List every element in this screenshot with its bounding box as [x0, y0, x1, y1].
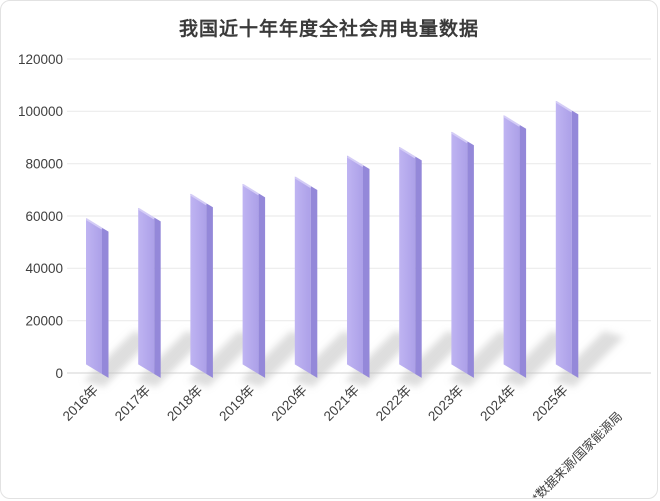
- y-tick-label-80000: 80000: [25, 156, 63, 171]
- bar-2017年: [138, 207, 161, 378]
- bar-front-face: [294, 176, 311, 374]
- bar-side-face: [310, 186, 318, 378]
- bar-2020年: [294, 176, 318, 378]
- x-tick-label-2025年: 2025年: [530, 383, 571, 424]
- bar-top-bevel: [138, 208, 155, 220]
- x-tick-label-2018年: 2018年: [164, 383, 205, 424]
- bar-side-face: [467, 141, 474, 378]
- bar-front-face: [451, 131, 468, 374]
- bar-front-face: [190, 193, 207, 374]
- bar-2021年: [346, 155, 370, 378]
- y-tick-label-100000: 100000: [18, 104, 63, 119]
- bar-2018年: [190, 193, 213, 378]
- bar-top-bevel: [294, 176, 312, 188]
- bar-front-face: [555, 100, 572, 374]
- bar-front-face: [242, 183, 259, 374]
- y-tick-label-120000: 120000: [18, 52, 63, 67]
- bar-top-bevel: [85, 218, 103, 230]
- bar-2023年: [451, 131, 474, 378]
- bar-side-face: [363, 165, 370, 378]
- bar-side-face: [571, 110, 579, 378]
- bar-front-face: [503, 115, 520, 374]
- bar-front-face: [138, 207, 155, 374]
- y-tick-label-0: 0: [55, 366, 63, 381]
- source-note: *数据来源/国家能源局: [529, 409, 625, 499]
- bar-2025年: [555, 100, 579, 378]
- bar-2016年: [85, 218, 109, 378]
- chart-title: 我国近十年年度全社会用电量数据: [178, 19, 479, 40]
- bar-2022年: [399, 146, 422, 378]
- bar-top-bevel: [190, 193, 207, 206]
- x-tick-label-2019年: 2019年: [216, 383, 257, 424]
- bar-side-face: [102, 227, 109, 378]
- bar-side-face: [415, 156, 422, 378]
- bar-front-face: [347, 155, 363, 374]
- bar-side-face: [206, 203, 213, 378]
- bar-top-bevel: [503, 115, 521, 127]
- y-tick-label-20000: 20000: [25, 313, 63, 328]
- bar-front-face: [86, 218, 102, 374]
- x-tick-label-2024年: 2024年: [477, 383, 518, 424]
- bar-side-face: [519, 124, 527, 378]
- bar-2024年: [503, 115, 527, 378]
- x-tick-label-2022年: 2022年: [373, 383, 414, 424]
- y-tick-label-40000: 40000: [25, 261, 63, 276]
- bar-side-face: [154, 217, 161, 378]
- x-tick-label-2016年: 2016年: [60, 383, 101, 424]
- bar-top-bevel: [346, 155, 364, 168]
- x-tick-label-2021年: 2021年: [321, 383, 362, 424]
- bar-side-face: [258, 193, 266, 378]
- bar-2019年: [242, 183, 266, 378]
- bar-top-bevel: [555, 101, 573, 113]
- bar-front-face: [399, 146, 416, 374]
- bar-top-bevel: [242, 183, 260, 196]
- x-tick-label-2023年: 2023年: [425, 383, 466, 424]
- bar-top-bevel: [399, 147, 416, 159]
- x-tick-label-2017年: 2017年: [112, 383, 153, 424]
- x-tick-label-2020年: 2020年: [269, 383, 310, 424]
- bar-top-bevel: [451, 131, 468, 144]
- y-tick-label-60000: 60000: [25, 209, 63, 224]
